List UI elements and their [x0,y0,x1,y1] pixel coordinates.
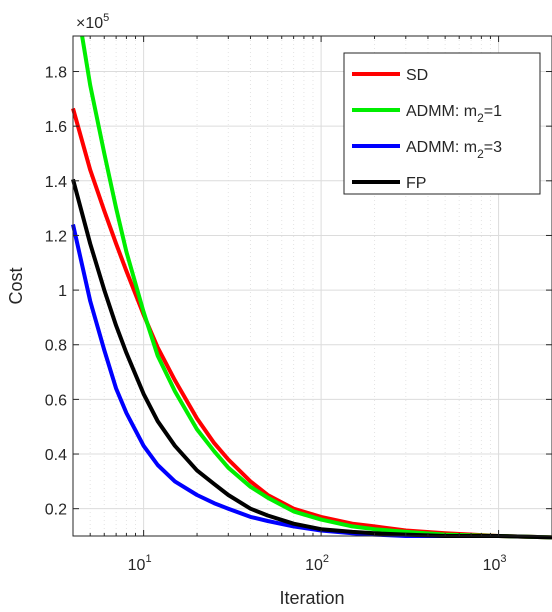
x-tick-label: 102 [305,553,329,574]
y-tick-label: 1.4 [45,174,67,191]
y-tick-label: 1.2 [45,228,67,245]
legend-label-tail: =1 [484,103,502,120]
x-tick-exponent: 3 [500,553,506,565]
y-tick-label: 0.4 [45,447,67,464]
legend-label-main: ADMM: m [406,139,477,156]
x-tick-base: 10 [483,557,501,574]
y-axis-exponent: ×105 [76,12,109,32]
series-line-3 [71,178,552,540]
y-exponent-base: ×10 [76,15,103,32]
series-lines [71,35,552,540]
y-exponent-power: 5 [103,12,109,24]
y-tick-label: 0.8 [45,338,67,355]
legend-label: ADMM: m2=1 [406,103,502,125]
legend-label-main: FP [406,175,426,192]
y-axis-label: Cost [6,267,26,304]
legend-label: FP [406,175,426,192]
legend-label-subscript: 2 [477,147,484,161]
x-tick-label: 103 [483,553,507,574]
x-tick-label: 101 [128,553,152,574]
x-tick-exponent: 2 [323,553,329,565]
y-tick-label: 1 [58,283,67,300]
legend-box [343,52,541,195]
x-tick-base: 10 [305,557,323,574]
legend-label: ADMM: m2=3 [406,139,502,161]
legend-label-tail: =3 [484,139,502,156]
x-tick-exponent: 1 [145,553,151,565]
legend-label-subscript: 2 [477,111,484,125]
x-axis-label: Iteration [279,588,344,608]
legend-label: SD [406,67,428,84]
legend-label-main: ADMM: m [406,103,477,120]
y-tick-label: 1.8 [45,65,67,82]
series-line-1 [80,35,552,540]
y-tick-label: 1.6 [45,119,67,136]
legend-label-main: SD [406,67,428,84]
y-tick-label: 0.2 [45,502,67,519]
y-tick-label: 0.6 [45,392,67,409]
x-tick-base: 10 [128,557,146,574]
